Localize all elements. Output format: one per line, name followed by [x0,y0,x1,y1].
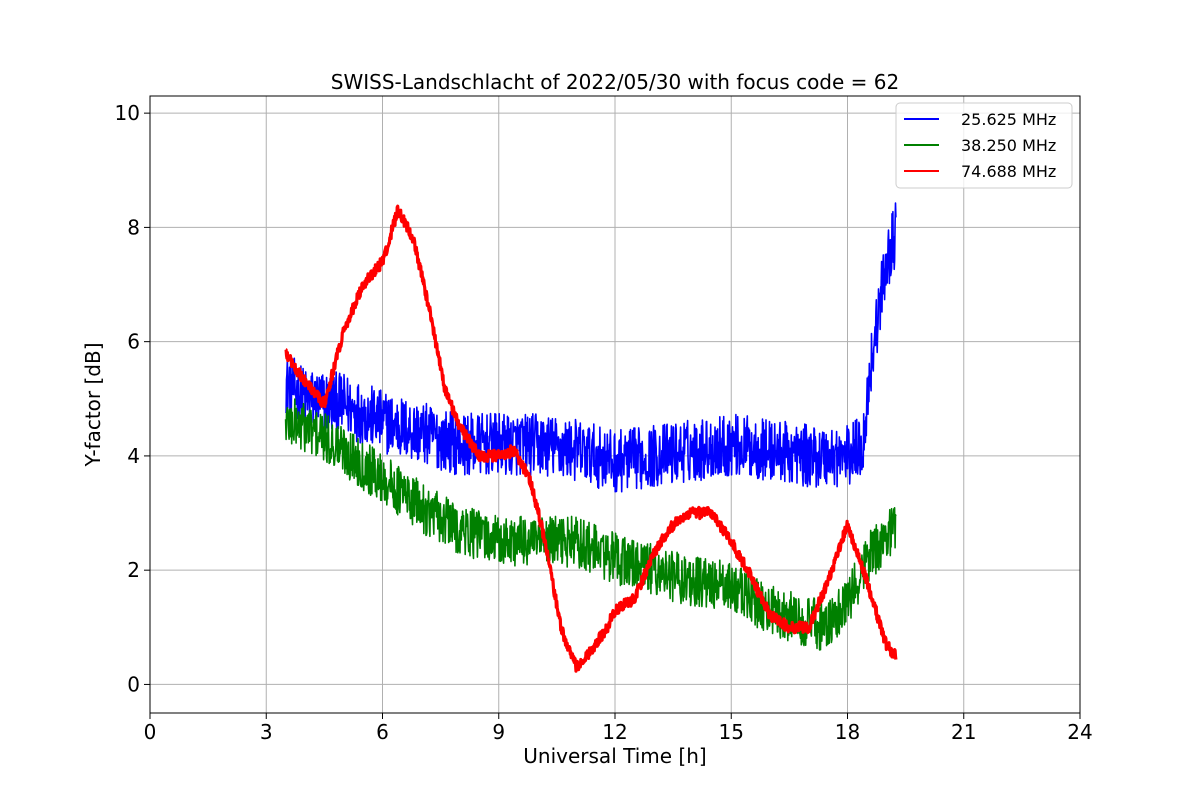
y-tick-label: 6 [127,330,140,354]
x-tick-label: 24 [1067,720,1092,744]
chart-title: SWISS-Landschlacht of 2022/05/30 with fo… [331,70,899,94]
x-tick-label: 3 [260,720,273,744]
legend-label-25-625: 25.625 MHz [961,110,1056,129]
series-layer [284,202,898,673]
series-line-38-250-MHz [284,398,897,651]
y-tick-label: 2 [127,558,140,582]
legend-frame [895,102,1073,189]
x-tick-label: 21 [951,720,976,744]
x-tick-label: 9 [492,720,505,744]
legend-label-74-688: 74.688 MHz [961,162,1056,181]
x-tick-label: 15 [719,720,744,744]
series-line-74-688-MHz [284,204,898,673]
x-tick-label: 12 [602,720,627,744]
x-tick-label: 18 [835,720,860,744]
legend: 25.625 MHz 38.250 MHz 74.688 MHz [895,102,1073,189]
y-tick-label: 4 [127,444,140,468]
x-tick-label: 6 [376,720,389,744]
y-tick-label: 10 [115,101,140,125]
y-axis-label: Y-factor [dB] [81,342,105,467]
legend-label-38-250: 38.250 MHz [961,136,1056,155]
x-axis-label: Universal Time [h] [523,744,706,768]
y-tick-label: 8 [127,215,140,239]
series-line-25-625-MHz [284,202,897,493]
x-tick-label: 0 [144,720,157,744]
y-tick-label: 0 [127,672,140,696]
